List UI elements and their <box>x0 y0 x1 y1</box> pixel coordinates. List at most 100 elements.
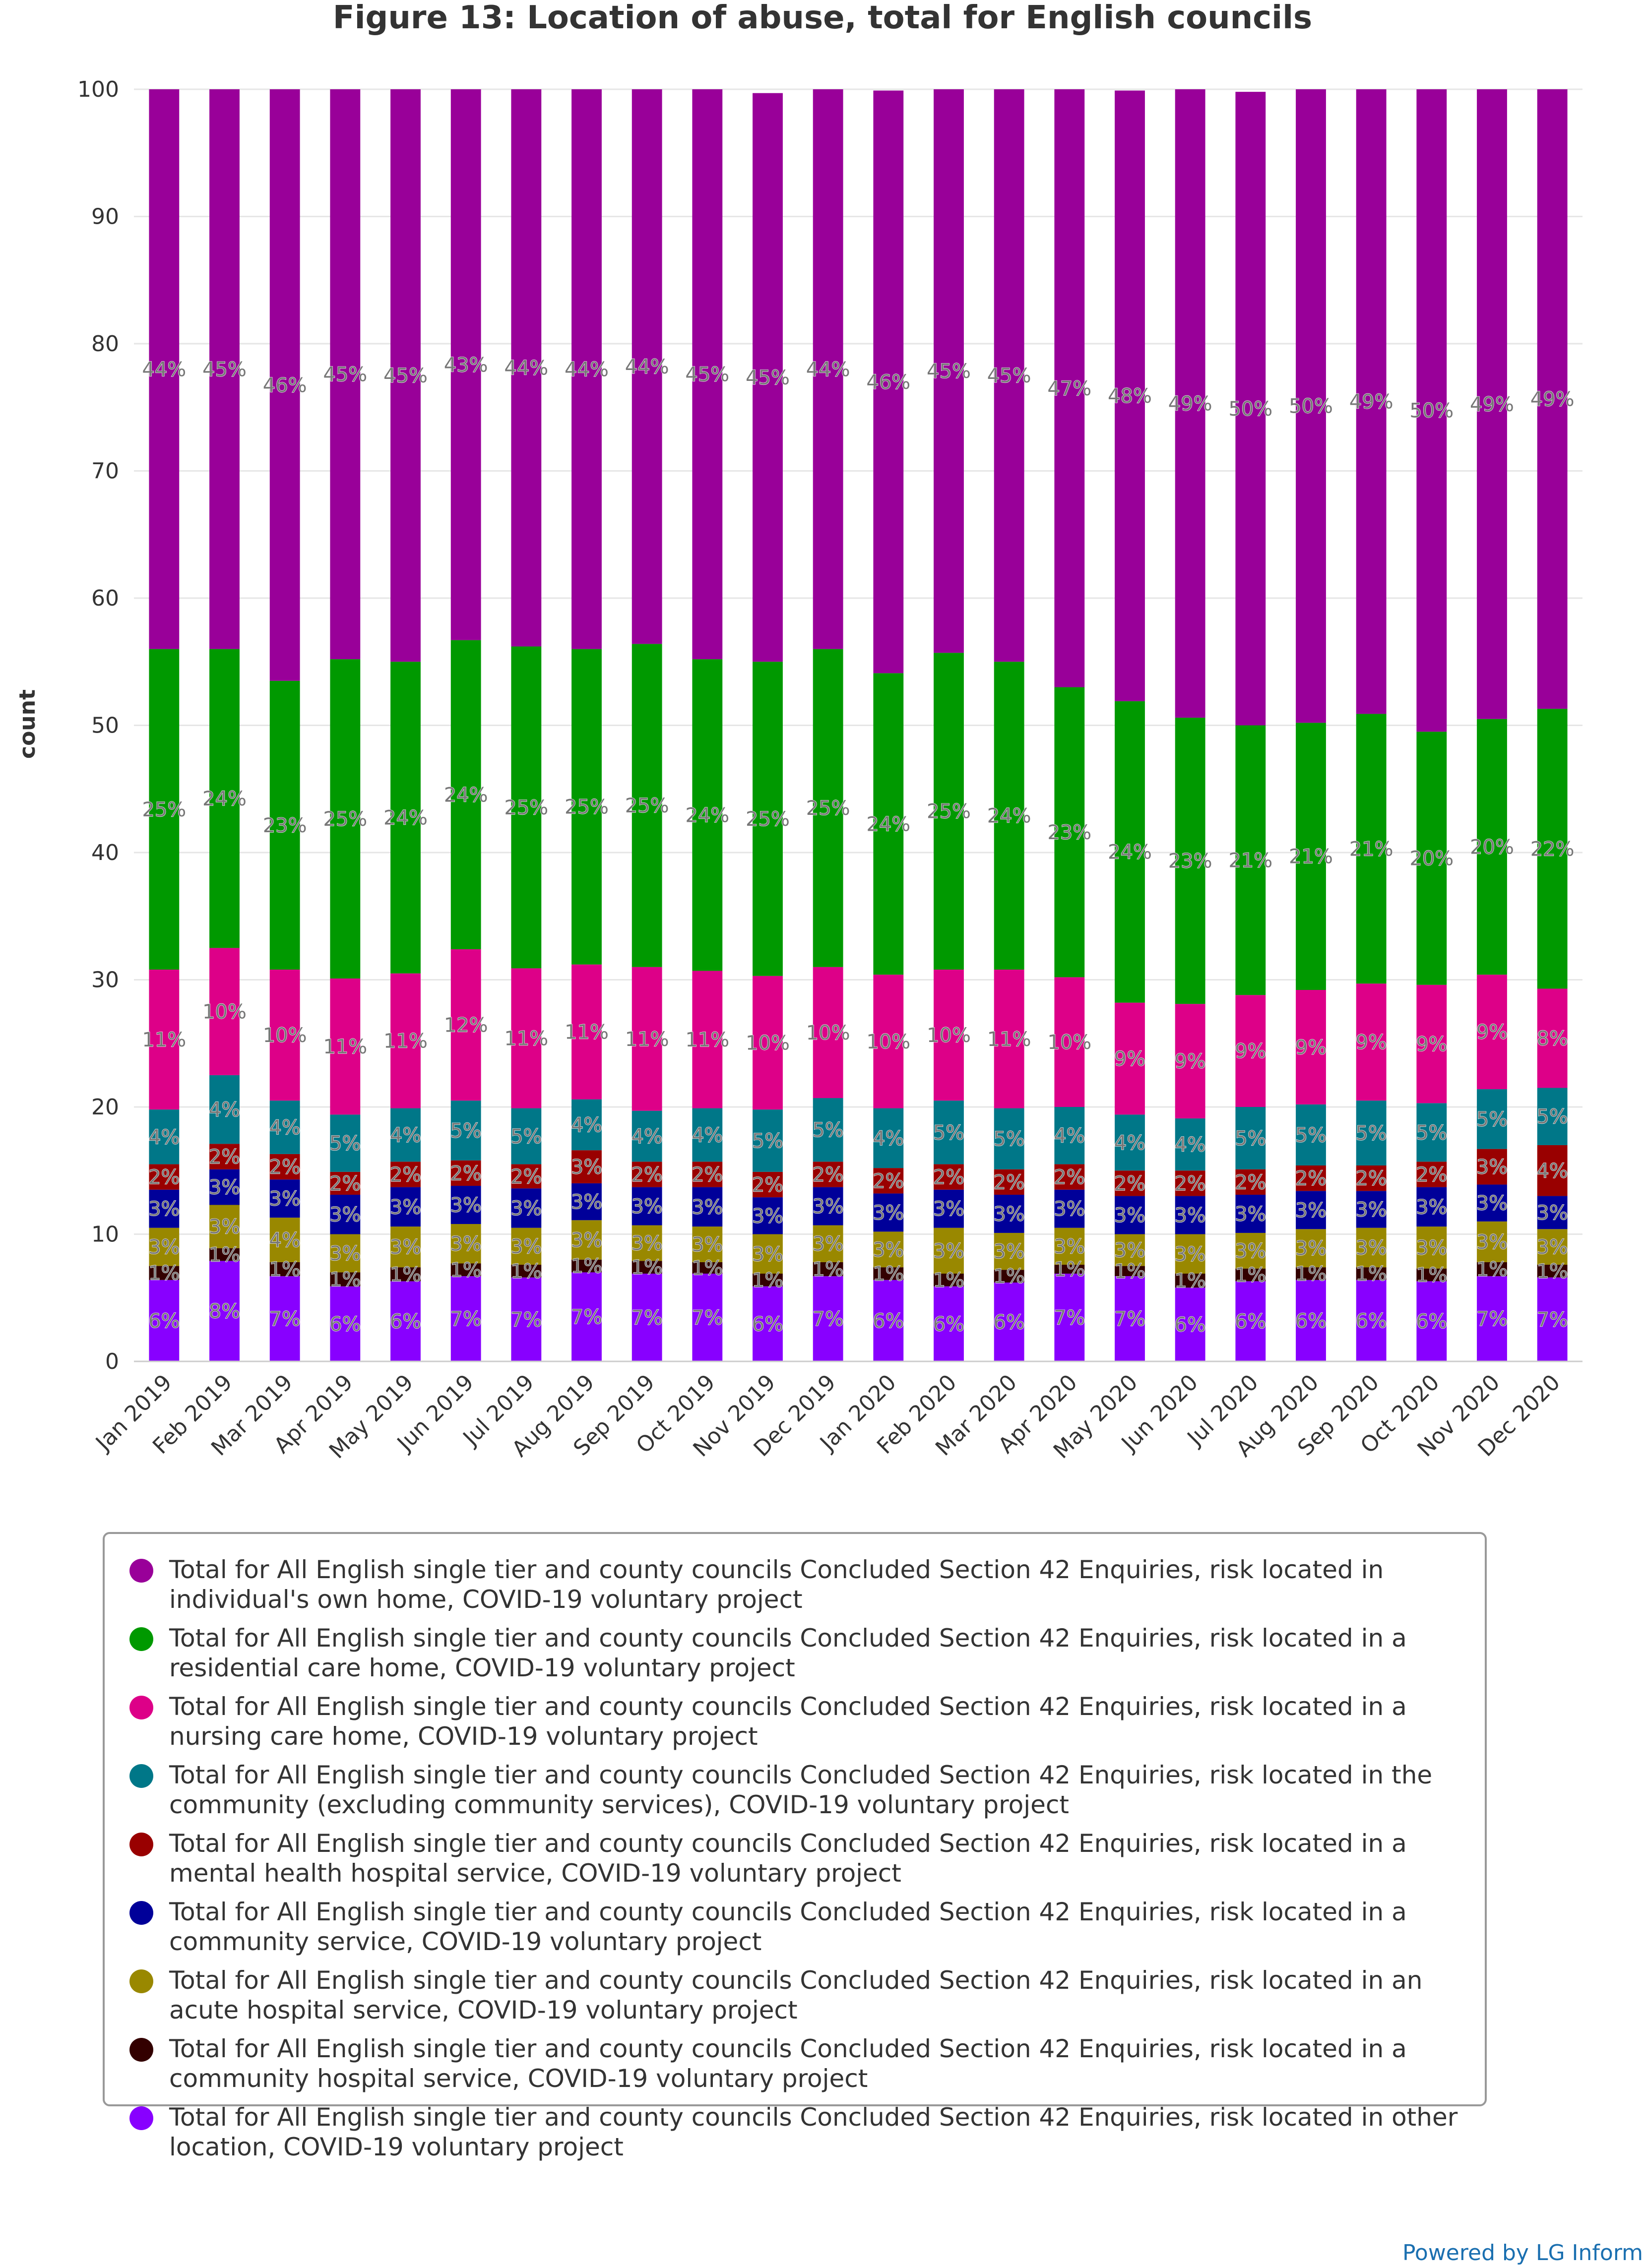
bar-segment[interactable] <box>1356 1191 1387 1228</box>
bar-segment[interactable] <box>813 1187 843 1226</box>
bar-segment[interactable] <box>1356 1267 1387 1280</box>
bar-segment[interactable] <box>450 1160 481 1186</box>
bar-segment[interactable] <box>571 649 602 965</box>
bar-segment[interactable] <box>511 1108 542 1165</box>
bar-segment[interactable] <box>390 1226 421 1268</box>
bar-segment[interactable] <box>1175 1170 1205 1196</box>
bar-segment[interactable] <box>1115 90 1145 701</box>
bar-segment[interactable] <box>813 1276 843 1361</box>
bar-segment[interactable] <box>330 1234 361 1273</box>
bar-segment[interactable] <box>1175 1287 1205 1361</box>
bar-segment[interactable] <box>1296 1104 1326 1165</box>
bar-segment[interactable] <box>511 968 542 1108</box>
bar-segment[interactable] <box>390 1267 421 1282</box>
bar-segment[interactable] <box>1296 723 1326 990</box>
bar-segment[interactable] <box>149 1227 180 1266</box>
bar-segment[interactable] <box>1296 89 1326 723</box>
bar-segment[interactable] <box>269 1262 300 1277</box>
bar-segment[interactable] <box>1416 1281 1447 1361</box>
bar-segment[interactable] <box>873 1267 904 1280</box>
bar-segment[interactable] <box>1537 709 1568 989</box>
bar-segment[interactable] <box>873 1108 904 1168</box>
bar-segment[interactable] <box>1235 1169 1266 1195</box>
bar-segment[interactable] <box>632 1274 662 1361</box>
bar-segment[interactable] <box>209 948 240 1075</box>
bar-segment[interactable] <box>1175 718 1205 1004</box>
bar-segment[interactable] <box>149 1109 180 1165</box>
bar-segment[interactable] <box>149 1189 180 1228</box>
bar-segment[interactable] <box>753 1234 783 1274</box>
bar-segment[interactable] <box>390 1281 421 1361</box>
bar-segment[interactable] <box>450 1276 481 1361</box>
bar-segment[interactable] <box>873 1280 904 1361</box>
bar-segment[interactable] <box>330 1194 361 1234</box>
bar-segment[interactable] <box>753 662 783 976</box>
bar-segment[interactable] <box>1175 1004 1205 1119</box>
bar-segment[interactable] <box>813 649 843 967</box>
bar-segment[interactable] <box>994 1270 1024 1283</box>
bar-segment[interactable] <box>994 89 1024 662</box>
bar-segment[interactable] <box>1537 1229 1568 1265</box>
bar-segment[interactable] <box>209 89 240 649</box>
bar-segment[interactable] <box>390 662 421 974</box>
bar-segment[interactable] <box>1054 687 1085 978</box>
bar-segment[interactable] <box>511 1188 542 1228</box>
bar-segment[interactable] <box>149 1280 180 1361</box>
bar-segment[interactable] <box>390 1187 421 1227</box>
bar-segment[interactable] <box>209 1205 240 1248</box>
bar-segment[interactable] <box>1235 1232 1266 1269</box>
bar-segment[interactable] <box>1416 1162 1447 1187</box>
bar-segment[interactable] <box>1235 995 1266 1107</box>
bar-segment[interactable] <box>1416 1187 1447 1227</box>
bar-segment[interactable] <box>994 1232 1024 1270</box>
bar-segment[interactable] <box>1235 1281 1266 1361</box>
bar-segment[interactable] <box>330 659 361 979</box>
bar-segment[interactable] <box>1054 1107 1085 1165</box>
bar-segment[interactable] <box>1356 1280 1387 1361</box>
bar-segment[interactable] <box>269 680 300 970</box>
bar-segment[interactable] <box>1235 725 1266 995</box>
bar-segment[interactable] <box>269 1101 300 1154</box>
bar-segment[interactable] <box>1537 1145 1568 1196</box>
bar-segment[interactable] <box>1054 1227 1085 1265</box>
bar-segment[interactable] <box>1356 714 1387 984</box>
bar-segment[interactable] <box>1054 1164 1085 1190</box>
bar-segment[interactable] <box>1477 1149 1507 1185</box>
bar-segment[interactable] <box>632 1225 662 1261</box>
bar-segment[interactable] <box>1296 1267 1326 1280</box>
bar-segment[interactable] <box>1296 1165 1326 1191</box>
bar-segment[interactable] <box>692 971 723 1108</box>
bar-segment[interactable] <box>1235 1268 1266 1282</box>
bar-segment[interactable] <box>934 1274 964 1287</box>
bar-segment[interactable] <box>1296 1280 1326 1361</box>
bar-segment[interactable] <box>1477 1184 1507 1222</box>
bar-segment[interactable] <box>873 90 904 674</box>
bar-segment[interactable] <box>571 964 602 1100</box>
bar-segment[interactable] <box>753 1197 783 1234</box>
bar-segment[interactable] <box>511 1265 542 1278</box>
bar-segment[interactable] <box>1115 1114 1145 1171</box>
bar-segment[interactable] <box>209 1248 240 1261</box>
bar-segment[interactable] <box>934 969 964 1101</box>
bar-segment[interactable] <box>1477 1221 1507 1262</box>
bar-segment[interactable] <box>1416 732 1447 985</box>
bar-segment[interactable] <box>873 673 904 975</box>
bar-segment[interactable] <box>1115 1002 1145 1115</box>
bar-segment[interactable] <box>1537 1265 1568 1278</box>
bar-segment[interactable] <box>692 1226 723 1262</box>
bar-segment[interactable] <box>209 649 240 948</box>
bar-segment[interactable] <box>1416 984 1447 1103</box>
bar-segment[interactable] <box>813 1225 843 1262</box>
bar-segment[interactable] <box>269 1154 300 1180</box>
bar-segment[interactable] <box>571 89 602 649</box>
bar-segment[interactable] <box>934 653 964 970</box>
bar-segment[interactable] <box>813 1098 843 1162</box>
bar-segment[interactable] <box>209 1261 240 1361</box>
bar-segment[interactable] <box>1477 1262 1507 1277</box>
bar-segment[interactable] <box>1356 1165 1387 1191</box>
bar-segment[interactable] <box>1416 1268 1447 1282</box>
bar-segment[interactable] <box>1537 988 1568 1088</box>
bar-segment[interactable] <box>692 1262 723 1274</box>
bar-segment[interactable] <box>1477 975 1507 1090</box>
bar-segment[interactable] <box>1054 1274 1085 1361</box>
